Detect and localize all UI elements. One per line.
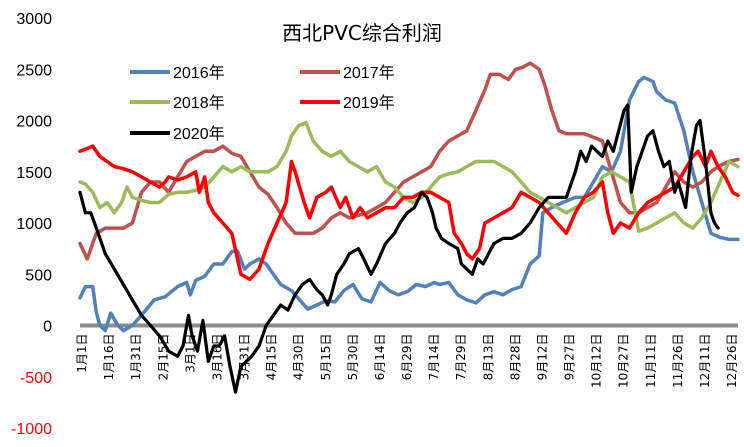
series-layer <box>78 61 740 394</box>
x-tick-text: 12月11日 <box>698 334 712 389</box>
y-tick-label: -500 <box>20 370 52 387</box>
x-tick-text: 7月29日 <box>454 334 468 381</box>
x-tick-label: 5月15日 <box>319 334 333 381</box>
x-tick-text: 5月15日 <box>319 334 333 381</box>
legend-label: 2016年 <box>173 64 225 82</box>
x-tick-label: 8月28日 <box>508 334 522 381</box>
y-tick-label: 1000 <box>16 216 52 233</box>
x-tick-label: 4月15日 <box>265 334 279 381</box>
x-tick-text: 11月11日 <box>644 334 658 389</box>
y-tick-label: 1500 <box>16 165 52 182</box>
x-tick-label: 6月29日 <box>400 334 414 381</box>
legend-label: 2018年 <box>173 94 225 112</box>
x-tick-text: 6月14日 <box>373 334 387 381</box>
y-tick-label: 2500 <box>16 62 52 79</box>
legend-label: 2017年 <box>343 64 395 82</box>
y-tick-label: 0 <box>43 319 52 336</box>
y-tick-label: 3000 <box>16 11 52 28</box>
x-tick-text: 7月14日 <box>427 334 441 381</box>
legend-label: 2019年 <box>343 94 395 112</box>
series-line-2020 <box>78 103 720 394</box>
x-tick-text: 1月31日 <box>129 334 143 381</box>
chart-title: 西北PVC综合利润 <box>282 21 442 45</box>
x-tick-label: 10月27日 <box>617 334 631 389</box>
x-tick-text: 5月30日 <box>346 334 360 381</box>
x-tick-text: 1月16日 <box>102 334 116 381</box>
x-tick-text: 9月27日 <box>563 334 577 381</box>
x-tick-label: 1月1日 <box>75 334 89 373</box>
x-tick-label: 1月31日 <box>129 334 143 381</box>
legend-label: 2020年 <box>173 125 225 143</box>
series-line-2017 <box>78 61 740 261</box>
x-tick-text: 10月27日 <box>617 334 631 389</box>
x-tick-text: 1月1日 <box>75 334 89 373</box>
x-tick-text: 9月12日 <box>535 334 549 381</box>
x-tick-text: 8月28日 <box>508 334 522 381</box>
x-tick-label: 12月26日 <box>725 334 739 389</box>
x-tick-text: 6月29日 <box>400 334 414 381</box>
y-tick-label: 2000 <box>16 114 52 131</box>
x-tick-label: 11月26日 <box>671 334 685 389</box>
x-tick-label: 11月11日 <box>644 334 658 389</box>
series-line-2018 <box>78 120 740 233</box>
x-tick-label: 9月12日 <box>535 334 549 381</box>
series-line-2016 <box>78 75 740 333</box>
x-tick-label: 10月12日 <box>590 334 604 389</box>
x-tick-text: 8月13日 <box>481 334 495 381</box>
x-tick-text: 4月15日 <box>265 334 279 381</box>
y-tick-label: -1000 <box>11 421 52 438</box>
series-line-2019 <box>78 144 740 282</box>
x-tick-text: 11月26日 <box>671 334 685 389</box>
x-tick-label: 9月27日 <box>563 334 577 381</box>
x-tick-label: 6月14日 <box>373 334 387 381</box>
x-tick-text: 12月26日 <box>725 334 739 389</box>
x-tick-label: 1月16日 <box>102 334 116 381</box>
x-tick-label: 4月30日 <box>292 334 306 381</box>
x-tick-text: 10月12日 <box>590 334 604 389</box>
legend: 2016年 2017年 2018年 2019年 2020年 <box>130 64 395 143</box>
x-tick-label: 7月29日 <box>454 334 468 381</box>
x-tick-label: 7月14日 <box>427 334 441 381</box>
x-tick-label: 8月13日 <box>481 334 495 381</box>
x-tick-text: 4月30日 <box>292 334 306 381</box>
x-tick-label: 5月30日 <box>346 334 360 381</box>
x-tick-label: 12月11日 <box>698 334 712 389</box>
y-tick-label: 500 <box>25 267 52 284</box>
